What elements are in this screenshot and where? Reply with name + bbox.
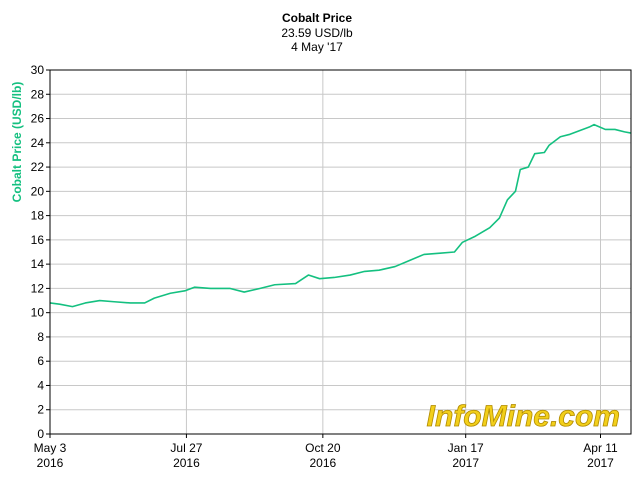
y-axis-title: Cobalt Price (USD/lb) [10,82,24,203]
y-tick-label: 14 [31,257,45,271]
y-tick-label: 10 [31,306,45,320]
y-tick-label: 0 [37,427,44,441]
x-tick-label: Apr 11 [583,441,618,455]
chart-title: Cobalt Price [282,11,352,25]
plot-border [49,69,632,435]
x-tick-label: Jan 17 [448,441,484,455]
watermark: InfoMine.com [427,400,620,433]
y-tick-label: 28 [31,87,45,101]
y-tick-label: 12 [31,281,45,295]
x-tick-label: May 3 [34,441,67,455]
x-tick-label: 2016 [37,456,64,470]
x-tick-label: Jul 27 [170,441,202,455]
x-tick-label: 2017 [587,456,614,470]
chart-subtitle: 23.59 USD/lb [281,26,353,40]
y-tick-label: 24 [31,136,45,150]
y-tick-label: 8 [37,330,44,344]
chart-subtitle: 4 May '17 [291,40,343,54]
y-tick-label: 22 [31,160,45,174]
y-tick-label: 20 [31,184,45,198]
y-tick-label: 18 [31,209,45,223]
x-tick-label: 2016 [309,456,336,470]
y-tick-label: 6 [37,354,44,368]
x-tick-label: 2016 [173,456,200,470]
price-line [49,123,632,308]
y-tick-label: 16 [31,233,45,247]
x-tick-label: Oct 20 [305,441,341,455]
x-tick-label: 2017 [452,456,479,470]
y-tick-label: 26 [31,112,45,126]
y-tick-label: 4 [37,378,44,392]
y-tick-label: 2 [37,403,44,417]
y-tick-label: 30 [31,63,45,77]
